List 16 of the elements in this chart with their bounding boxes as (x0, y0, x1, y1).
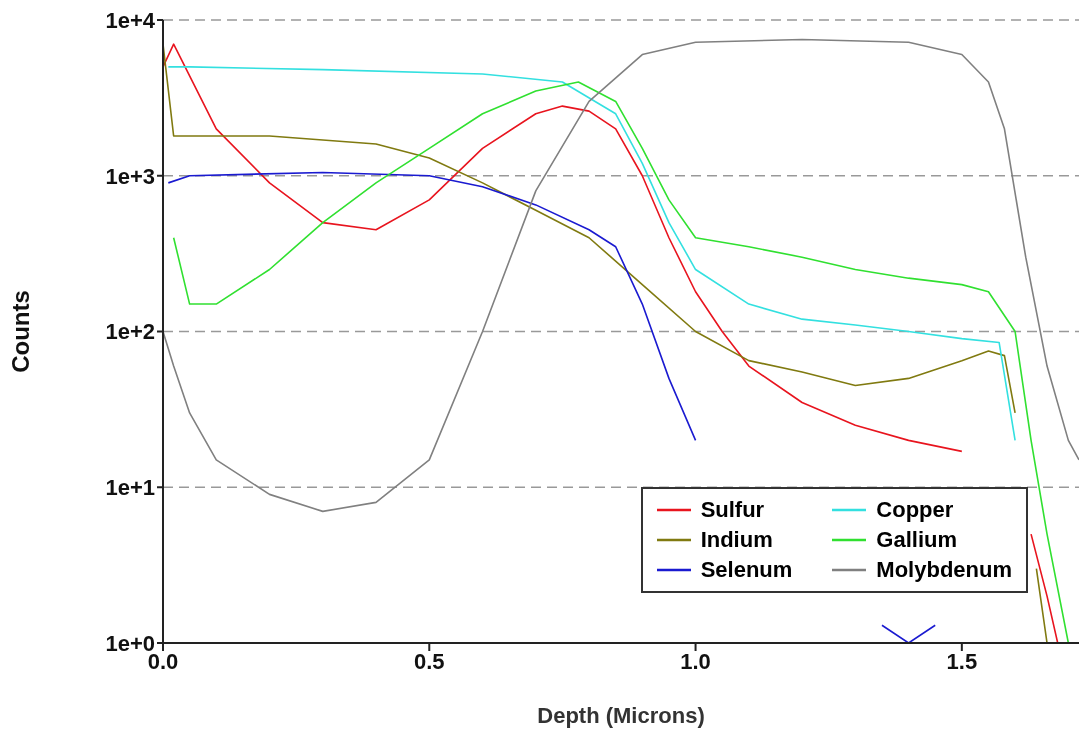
legend-label: Indium (700, 527, 773, 553)
x-tick-label: 0.5 (413, 648, 445, 674)
legend-label: Sulfur (700, 497, 765, 523)
legend-label: Gallium (876, 527, 958, 553)
legend-label: Selenum (700, 557, 793, 583)
y-axis-title: Counts (6, 290, 34, 373)
y-tick-label: 1e+3 (105, 163, 155, 189)
y-tick-label: 1e+1 (105, 475, 155, 501)
x-tick-label: 1.5 (946, 648, 978, 674)
line-series (167, 66, 1016, 442)
x-tick-label: 1.0 (680, 648, 711, 674)
y-tick-label: 1e+2 (105, 319, 155, 345)
y-tick-label: 1e+4 (105, 7, 156, 33)
legend-label: Copper (876, 497, 954, 523)
legend-label: Molybdenum (876, 557, 1012, 583)
x-axis-title: Depth (Microns) (537, 703, 705, 728)
